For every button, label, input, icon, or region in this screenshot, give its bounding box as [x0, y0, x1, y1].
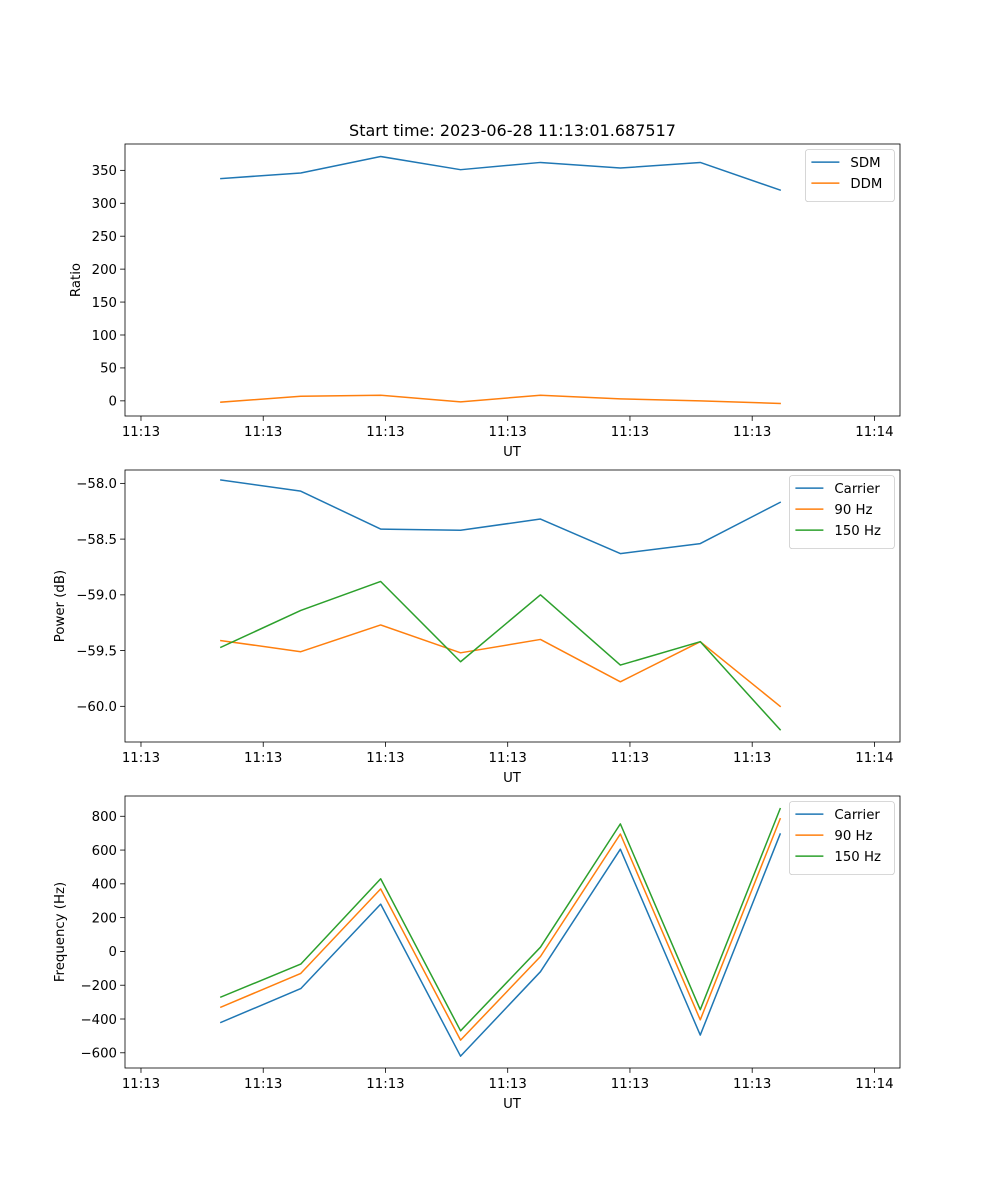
x-axis-label: UT — [503, 771, 522, 786]
axes-frame — [124, 143, 901, 417]
figure-title: Start time: 2023-06-28 11:13:01.687517 — [349, 121, 676, 140]
y-tick-label: −60.0 — [76, 700, 117, 715]
y-tick-label: 250 — [92, 230, 117, 245]
x-tick-label: 11:13 — [733, 1077, 771, 1092]
series-line-sdm — [220, 155, 782, 192]
series-line-150-hz — [219, 807, 782, 1032]
y-tick-label: 200 — [92, 911, 117, 926]
chart-3: 11:13 11:13 11:13 11:13 11:13 11:13 11:14 −600 −… — [53, 795, 901, 1112]
legend-label: SDM — [850, 156, 880, 171]
legend: Carrier 90 Hz 150 Hz — [789, 475, 895, 550]
legend: Carrier 90 Hz 150 Hz — [789, 801, 895, 875]
x-tick-label: 11:13 — [489, 751, 527, 766]
x-tick-label: 11:13 — [611, 425, 649, 440]
y-tick-label: 800 — [92, 810, 117, 825]
x-tick-label: 11:13 — [366, 751, 404, 766]
y-axis-label: Ratio — [69, 263, 84, 297]
x-tick-label: 11:13 — [244, 1077, 282, 1092]
legend: SDM DDM — [805, 149, 895, 203]
x-tick-label: 11:13 — [733, 751, 771, 766]
series-line-carrier — [219, 833, 782, 1057]
y-tick-label: 150 — [92, 296, 117, 311]
y-tick-label: 0 — [109, 945, 117, 960]
x-tick-label: 11:14 — [855, 1077, 893, 1092]
chart-1: 11:13 11:13 11:13 11:13 11:13 11:13 11:14 0 50 10… — [69, 143, 901, 460]
x-tick-label: 11:13 — [611, 751, 649, 766]
series-line-150-hz — [219, 580, 782, 731]
legend-label: DDM — [850, 177, 882, 192]
legend-label: Carrier — [834, 808, 880, 823]
y-tick-label: 300 — [92, 197, 117, 212]
axes-frame — [124, 795, 901, 1069]
y-tick-label: 350 — [92, 164, 117, 179]
series-line-ddm — [220, 394, 781, 405]
legend-label: 90 Hz — [834, 829, 872, 844]
y-tick-label: −59.0 — [76, 589, 117, 604]
chart-2: 11:13 11:13 11:13 11:13 11:13 11:13 11:14 −60.0… — [53, 469, 901, 786]
x-tick-label: 11:13 — [122, 425, 160, 440]
y-tick-label: −59.5 — [76, 644, 117, 659]
x-tick-label: 11:14 — [855, 751, 893, 766]
y-tick-label: 50 — [100, 362, 117, 377]
x-tick-label: 11:13 — [489, 425, 527, 440]
x-tick-label: 11:13 — [366, 425, 404, 440]
x-tick-label: 11:13 — [611, 1077, 649, 1092]
series-line-90-hz — [219, 817, 782, 1041]
axes-frame — [124, 469, 901, 743]
charts-container: 11:13 11:13 11:13 11:13 11:13 11:13 11:14 0 50 10… — [53, 143, 901, 1112]
x-tick-label: 11:13 — [122, 751, 160, 766]
y-tick-label: −400 — [80, 1013, 117, 1028]
x-tick-label: 11:13 — [733, 425, 771, 440]
y-tick-label: 100 — [92, 329, 117, 344]
x-axis-label: UT — [503, 1097, 522, 1112]
y-axis-label: Power (dB) — [53, 570, 68, 642]
y-tick-label: 600 — [92, 844, 117, 859]
series-line-carrier — [220, 479, 782, 555]
y-tick-label: −58.0 — [76, 477, 117, 492]
x-tick-label: 11:13 — [489, 1077, 527, 1092]
y-tick-label: −200 — [80, 979, 117, 994]
y-tick-label: 0 — [109, 395, 117, 410]
legend-label: Carrier — [834, 482, 880, 497]
legend-label: 150 Hz — [834, 850, 881, 865]
y-tick-label: 200 — [92, 263, 117, 278]
y-tick-label: −58.5 — [76, 533, 117, 548]
series-line-90-hz — [220, 624, 782, 708]
x-tick-label: 11:14 — [855, 425, 893, 440]
legend-label: 150 Hz — [834, 524, 881, 539]
x-axis-label: UT — [503, 445, 522, 460]
y-tick-label: 400 — [92, 878, 117, 893]
x-tick-label: 11:13 — [122, 1077, 160, 1092]
y-tick-label: −600 — [80, 1047, 117, 1062]
legend-label: 90 Hz — [834, 503, 872, 518]
x-tick-label: 11:13 — [244, 425, 282, 440]
x-tick-label: 11:13 — [244, 751, 282, 766]
y-axis-label: Frequency (Hz) — [53, 882, 68, 982]
x-tick-label: 11:13 — [366, 1077, 404, 1092]
